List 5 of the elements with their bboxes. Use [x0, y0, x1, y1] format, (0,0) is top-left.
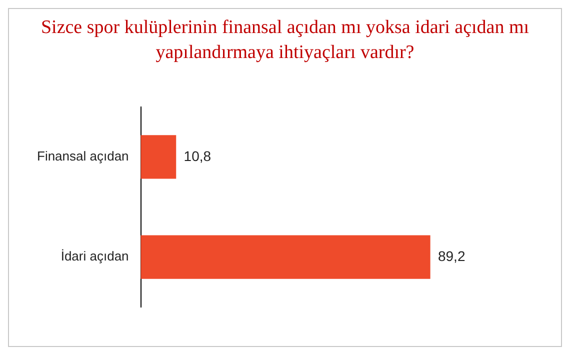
data-label: 10,8 — [184, 148, 212, 164]
y-tick-label: Finansal açıdan — [37, 148, 129, 164]
data-label: 89,2 — [438, 248, 466, 264]
chart-title: Sizce spor kulüplerinin finansal açıdan mı yoksa idari açıdan mı yapılandırmaya ihtiyaçları vardır? — [40, 16, 530, 65]
y-tick-label: İdari açıdan — [60, 248, 129, 264]
